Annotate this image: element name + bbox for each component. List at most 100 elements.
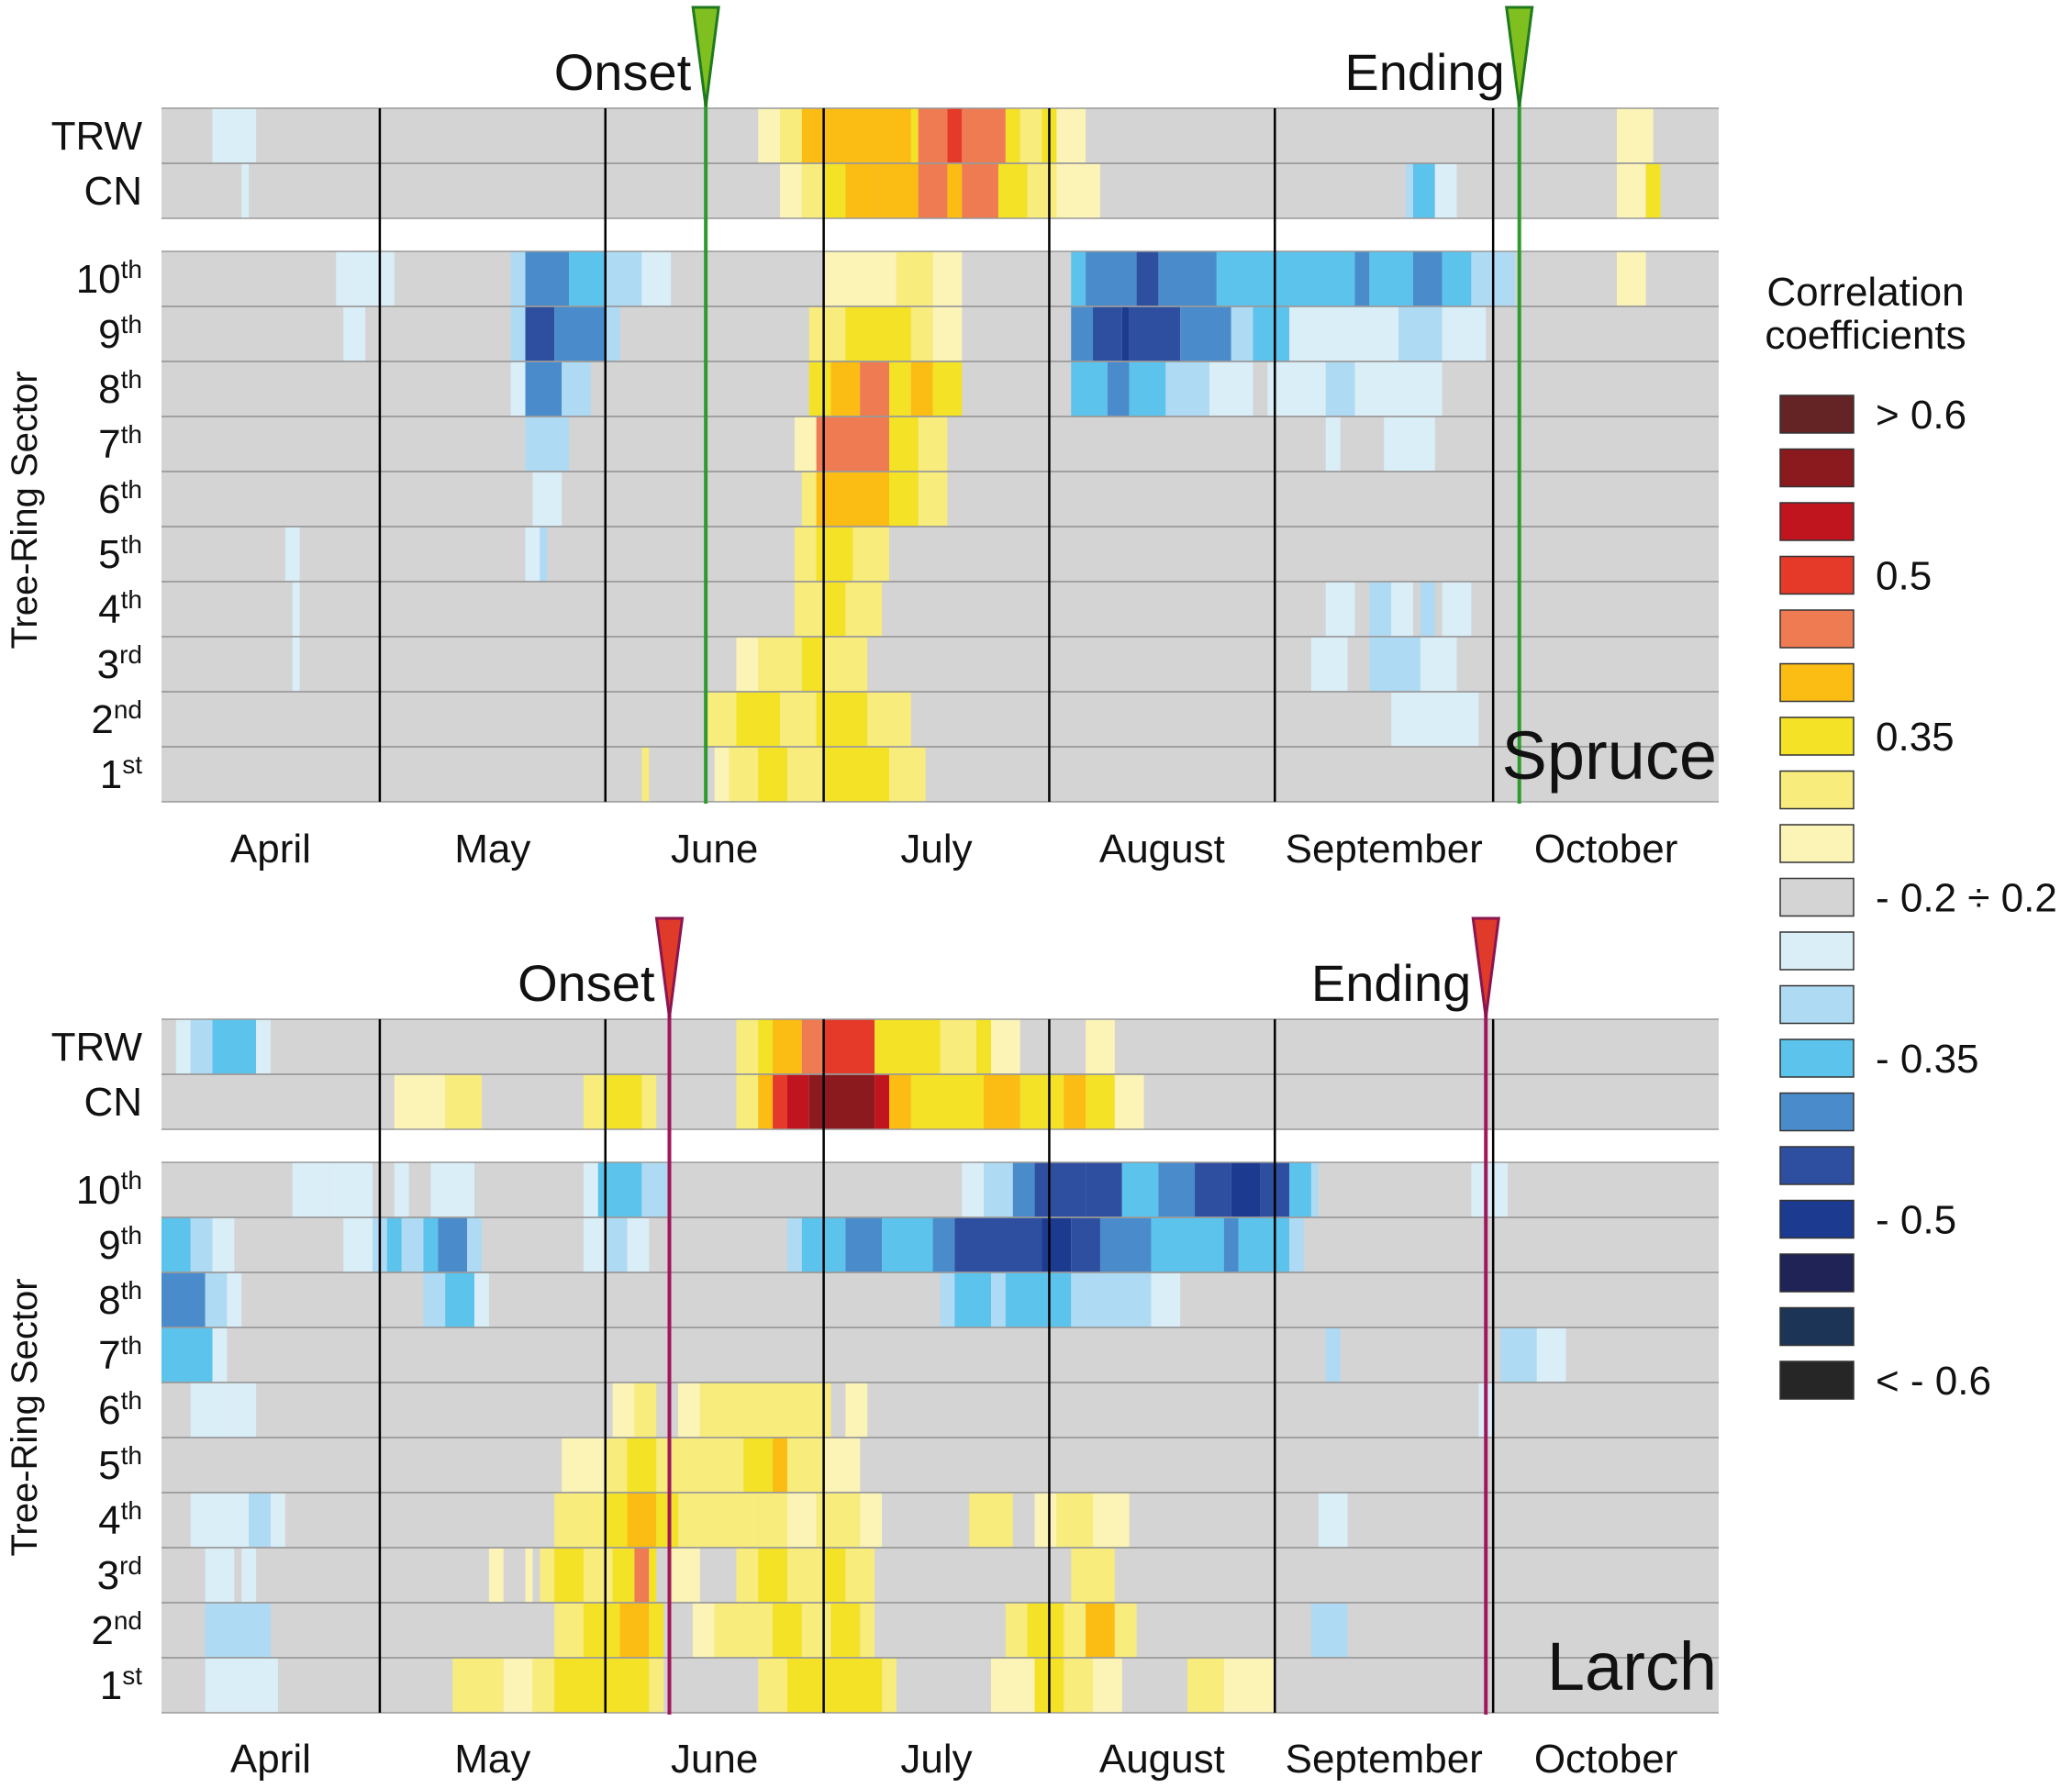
larch-cell-cn-12 [888, 1074, 911, 1129]
larch-cell-7th-2 [1325, 1327, 1341, 1383]
larch-cell-9th-7 [423, 1217, 439, 1272]
larch-month-label-may: May [454, 1737, 530, 1782]
larch-row-label-num: 7 [98, 1333, 120, 1378]
spruce-cell-10th-7 [896, 251, 933, 306]
spruce-cell-9th-10 [1093, 306, 1122, 361]
spruce-cell-4th-2 [823, 582, 846, 637]
larch-row-label-num: 5 [98, 1443, 120, 1488]
larch-row-bg-2nd [162, 1603, 1719, 1658]
spruce-cell-5th-3 [794, 527, 817, 582]
larch-month-label-july: July [900, 1737, 972, 1782]
spruce-row-label-suffix: rd [119, 640, 142, 669]
legend-swatch-16 [1779, 1253, 1855, 1293]
spruce-row-label-1st: 1st [100, 750, 142, 797]
larch-cell-9th-16 [882, 1217, 933, 1272]
larch-row-label-6th: 6th [98, 1386, 142, 1433]
larch-cell-4th-4 [605, 1493, 628, 1548]
spruce-cell-9th-2 [525, 306, 555, 361]
larch-cell-10th-4 [583, 1162, 598, 1217]
larch-cell-9th-11 [605, 1217, 628, 1272]
spruce-cell-8th-1 [525, 361, 563, 416]
larch-cell-trw-5 [758, 1019, 774, 1074]
larch-cell-2nd-12 [1027, 1603, 1064, 1658]
larch-cell-9th-18 [954, 1217, 1042, 1272]
legend-swatch-3 [1779, 555, 1855, 595]
larch-row-bg-1st [162, 1658, 1719, 1713]
larch-cell-1st-2 [503, 1658, 533, 1713]
spruce-row-label-10th: 10th [76, 255, 142, 302]
spruce-row-label-9th: 9th [98, 310, 142, 357]
legend-title-line1: Correlation [1766, 270, 1964, 315]
larch-row-bg-6th [162, 1383, 1719, 1438]
larch-row-label-num: 10 [76, 1168, 121, 1213]
larch-cell-2nd-9 [830, 1603, 861, 1658]
larch-cell-7th-0 [162, 1327, 213, 1383]
spruce-cell-10th-14 [1289, 251, 1355, 306]
larch-cell-5th-7 [786, 1438, 824, 1493]
spruce-cell-3rd-4 [823, 637, 868, 692]
larch-cell-9th-25 [1289, 1217, 1304, 1272]
spruce-cell-cn-3 [823, 163, 846, 218]
legend-label-9: - 0.2 ÷ 0.2 [1876, 876, 2057, 921]
legend-swatch-1 [1779, 448, 1855, 488]
legend-swatch-8 [1779, 824, 1855, 863]
spruce-cell-2nd-2 [780, 692, 817, 747]
spruce-cell-4th-6 [1391, 582, 1413, 637]
larch-y-axis-label: Tree-Ring Sector [5, 1278, 45, 1556]
larch-cell-10th-7 [962, 1162, 985, 1217]
spruce-cell-8th-15 [1325, 361, 1355, 416]
spruce-cell-8th-9 [1071, 361, 1108, 416]
larch-month-labels: April May June July August September October [230, 1737, 1677, 1782]
spruce-month-label-april: April [230, 827, 311, 872]
larch-cell-6th-6 [743, 1383, 787, 1438]
spruce-row-label-2nd: 2nd [91, 695, 142, 742]
larch-cell-9th-21 [1099, 1217, 1152, 1272]
spruce-row-label-suffix: th [121, 585, 142, 614]
larch-cell-10th-9 [1012, 1162, 1035, 1217]
spruce-cell-7th-4 [918, 416, 948, 472]
spruce-cell-2nd-3 [816, 692, 868, 747]
spruce-month-label-june: June [671, 827, 758, 872]
spruce-cell-trw-12 [1056, 108, 1086, 163]
spruce-cell-10th-17 [1412, 251, 1443, 306]
larch-cell-5th-4 [685, 1438, 744, 1493]
larch-cell-2nd-16 [1310, 1603, 1348, 1658]
larch-row-label-3rd: 3rd [97, 1551, 142, 1598]
spruce-cell-trw-9 [1005, 108, 1020, 163]
larch-cell-1st-4 [554, 1658, 606, 1713]
larch-cell-4th-3 [554, 1493, 606, 1548]
larch-cell-trw-9 [874, 1019, 941, 1074]
larch-row-label-trw: TRW [51, 1025, 143, 1070]
spruce-cell-10th-1 [510, 251, 526, 306]
larch-cell-cn-9 [808, 1074, 824, 1129]
spruce-cell-cn-14 [1434, 163, 1457, 218]
larch-row-label-9th: 9th [98, 1221, 142, 1268]
spruce-cell-9th-7 [910, 306, 933, 361]
larch-row-label-suffix: rd [119, 1551, 142, 1580]
larch-row-label-suffix: st [122, 1661, 142, 1690]
larch-cell-cn-17 [1086, 1074, 1115, 1129]
larch-cell-10th-0 [292, 1162, 329, 1217]
spruce-cell-10th-8 [932, 251, 963, 306]
spruce-cell-3rd-7 [1420, 637, 1457, 692]
larch-cell-cn-10 [823, 1074, 875, 1129]
spruce-row-label-7th: 7th [98, 420, 142, 467]
larch-cell-2nd-11 [1005, 1603, 1028, 1658]
larch-cell-cn-15 [1019, 1074, 1064, 1129]
larch-cell-trw-1 [190, 1019, 213, 1074]
spruce-cell-trw-4 [823, 108, 911, 163]
spruce-cell-9th-11 [1121, 306, 1130, 361]
spruce-cell-9th-5 [808, 306, 846, 361]
spruce-cell-1st-4 [786, 747, 824, 802]
spruce-row-label-suffix: th [121, 310, 142, 339]
spruce-cell-cn-9 [997, 163, 1028, 218]
larch-cell-9th-8 [438, 1217, 468, 1272]
larch-cell-4th-12 [969, 1493, 1013, 1548]
larch-month-label-october: October [1534, 1737, 1678, 1782]
larch-cell-1st-11 [991, 1658, 1035, 1713]
spruce-cell-trw-7 [947, 108, 963, 163]
spruce-cell-6th-2 [816, 472, 889, 527]
larch-cell-6th-2 [612, 1383, 635, 1438]
larch-cell-3rd-15 [845, 1548, 875, 1603]
